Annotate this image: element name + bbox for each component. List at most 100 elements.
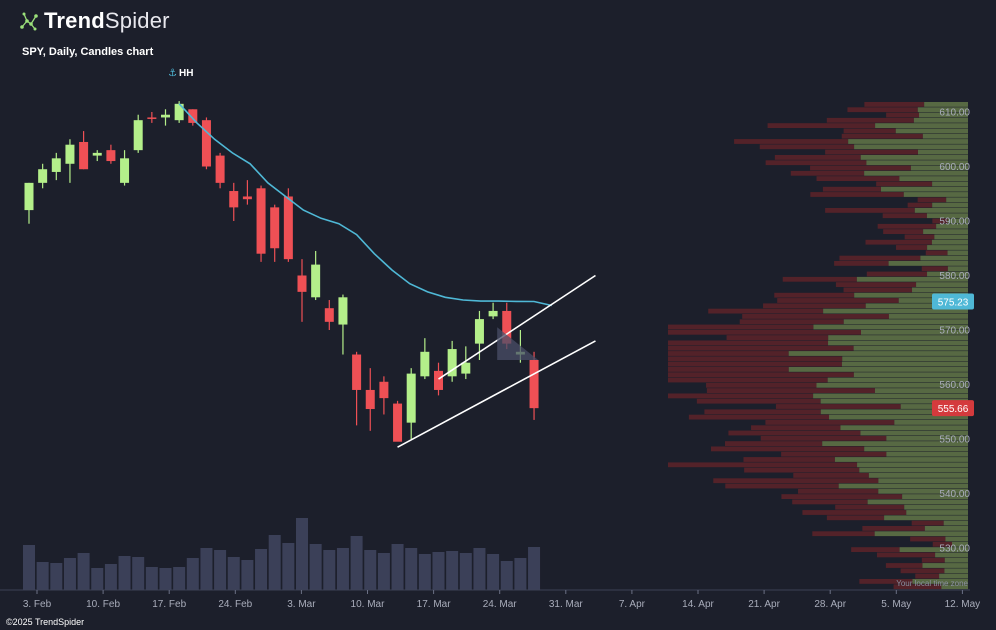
volume-profile-bar	[668, 356, 843, 362]
price-label-text: 575.23	[938, 297, 969, 308]
volume-profile-bar	[744, 467, 860, 473]
y-tick-label: 570.00	[939, 326, 970, 337]
y-tick-label: 530.00	[939, 544, 970, 555]
volume-bar	[104, 564, 117, 590]
brand-logo: TrendSpider	[18, 8, 170, 34]
volume-bar	[227, 557, 240, 590]
volume-bar	[118, 556, 131, 590]
x-tick-label: 3. Feb	[23, 599, 52, 610]
candle-body	[365, 389, 375, 410]
x-tick-label: 28. Apr	[814, 599, 846, 610]
volume-profile-bar	[792, 499, 868, 505]
volume-profile-bar	[936, 223, 968, 229]
volume-bar	[36, 562, 49, 590]
channel-lines	[397, 274, 596, 448]
volume-profile-bar	[904, 504, 968, 510]
candle-body	[256, 188, 266, 254]
channel-line-upper	[438, 274, 596, 380]
volume-profile-bar	[751, 425, 841, 431]
volume-profile-bar	[919, 112, 968, 118]
volume-profile-bar	[886, 435, 968, 441]
volume-profile-bar	[941, 584, 968, 590]
candle-body	[393, 403, 403, 442]
volume-profile-bar	[790, 170, 865, 176]
volume-profile-bar	[775, 404, 901, 409]
volume-profile-bar	[739, 319, 844, 325]
volume-bar	[173, 567, 186, 590]
volume-profile-bar	[924, 102, 968, 107]
volume-bar	[296, 518, 308, 590]
y-tick-label: 550.00	[939, 435, 970, 446]
volume-bar	[323, 550, 336, 590]
volume-profile-bar	[765, 160, 867, 166]
volume-profile-bar	[774, 155, 861, 160]
volume-profile-bar	[921, 557, 945, 563]
x-tick-label: 10. Feb	[86, 599, 120, 610]
volume-profile-bar	[853, 372, 968, 378]
ma-line	[178, 103, 552, 307]
volume-profile-bar	[924, 526, 968, 531]
volume-bar	[255, 549, 268, 590]
volume-profile-bar	[802, 510, 907, 515]
x-tick-label: 31. Mar	[549, 599, 584, 610]
volume-profile-bar	[947, 266, 968, 272]
volume-profile-bar	[760, 435, 887, 441]
volume-profile-bar	[912, 579, 968, 584]
volume-profile-bar	[829, 414, 968, 420]
volume-profile-bar	[886, 451, 968, 457]
candle-body	[79, 141, 89, 170]
brand-name: TrendSpider	[44, 8, 170, 33]
volume-profile-bar	[882, 213, 927, 219]
candle-body	[106, 150, 116, 162]
volume-bar	[350, 536, 363, 590]
volume-profile-bar	[904, 234, 935, 240]
volume-profile-bar	[834, 261, 889, 266]
volume-profile-bar	[765, 420, 895, 425]
volume-profile-bar	[947, 250, 968, 256]
volume-profile-bar	[816, 176, 900, 181]
volume-profile-bar	[917, 149, 968, 155]
volume-profile-bar	[813, 393, 968, 399]
volume-profile-bar	[859, 579, 913, 584]
volume-bar	[500, 561, 513, 590]
volume-profile-bar	[896, 245, 928, 250]
volume-profile-bar	[835, 504, 905, 510]
volume-profile-bar	[826, 515, 885, 521]
candle-body	[215, 155, 225, 183]
volume-bar	[514, 558, 527, 590]
x-tick-label: 10. Mar	[351, 599, 386, 610]
volume-profile-bar	[854, 292, 968, 298]
volume-profile-bar	[925, 250, 948, 256]
volume-profile-bar	[931, 239, 968, 245]
volume-profile-bar	[874, 531, 968, 537]
volume-profile-bar	[810, 192, 904, 197]
volume-profile-bar	[767, 123, 876, 128]
x-tick-label: 24. Mar	[483, 599, 518, 610]
volume-bar	[432, 552, 445, 590]
volume-profile-bar	[883, 229, 924, 234]
volume-profile-bar	[884, 515, 968, 521]
volume-profile-bar	[742, 314, 889, 319]
candle-body	[161, 114, 170, 118]
candle-body	[529, 359, 539, 409]
volume-profile-bar	[668, 462, 858, 468]
volume-profile-bar	[782, 276, 857, 282]
volume-profile-bar	[867, 499, 968, 505]
candle-body	[201, 120, 211, 167]
x-tick-label: 5. May	[881, 599, 911, 610]
volume-profile-bar	[706, 388, 875, 393]
volume-profile-bar	[944, 557, 968, 563]
volume-profile	[668, 102, 968, 590]
volume-profile-bar	[922, 563, 968, 568]
anchor-icon: ⚓	[168, 68, 177, 79]
volume-profile-bar	[922, 133, 968, 139]
volume-profile-bar	[927, 271, 968, 277]
volume-profile-bar	[688, 414, 830, 420]
volume-bar	[50, 563, 63, 590]
volume-profile-bar	[876, 552, 936, 558]
volume-profile-bar	[843, 287, 913, 293]
volume-bar	[214, 550, 227, 590]
price-label-box	[932, 400, 974, 417]
volume-profile-bar	[906, 510, 968, 515]
